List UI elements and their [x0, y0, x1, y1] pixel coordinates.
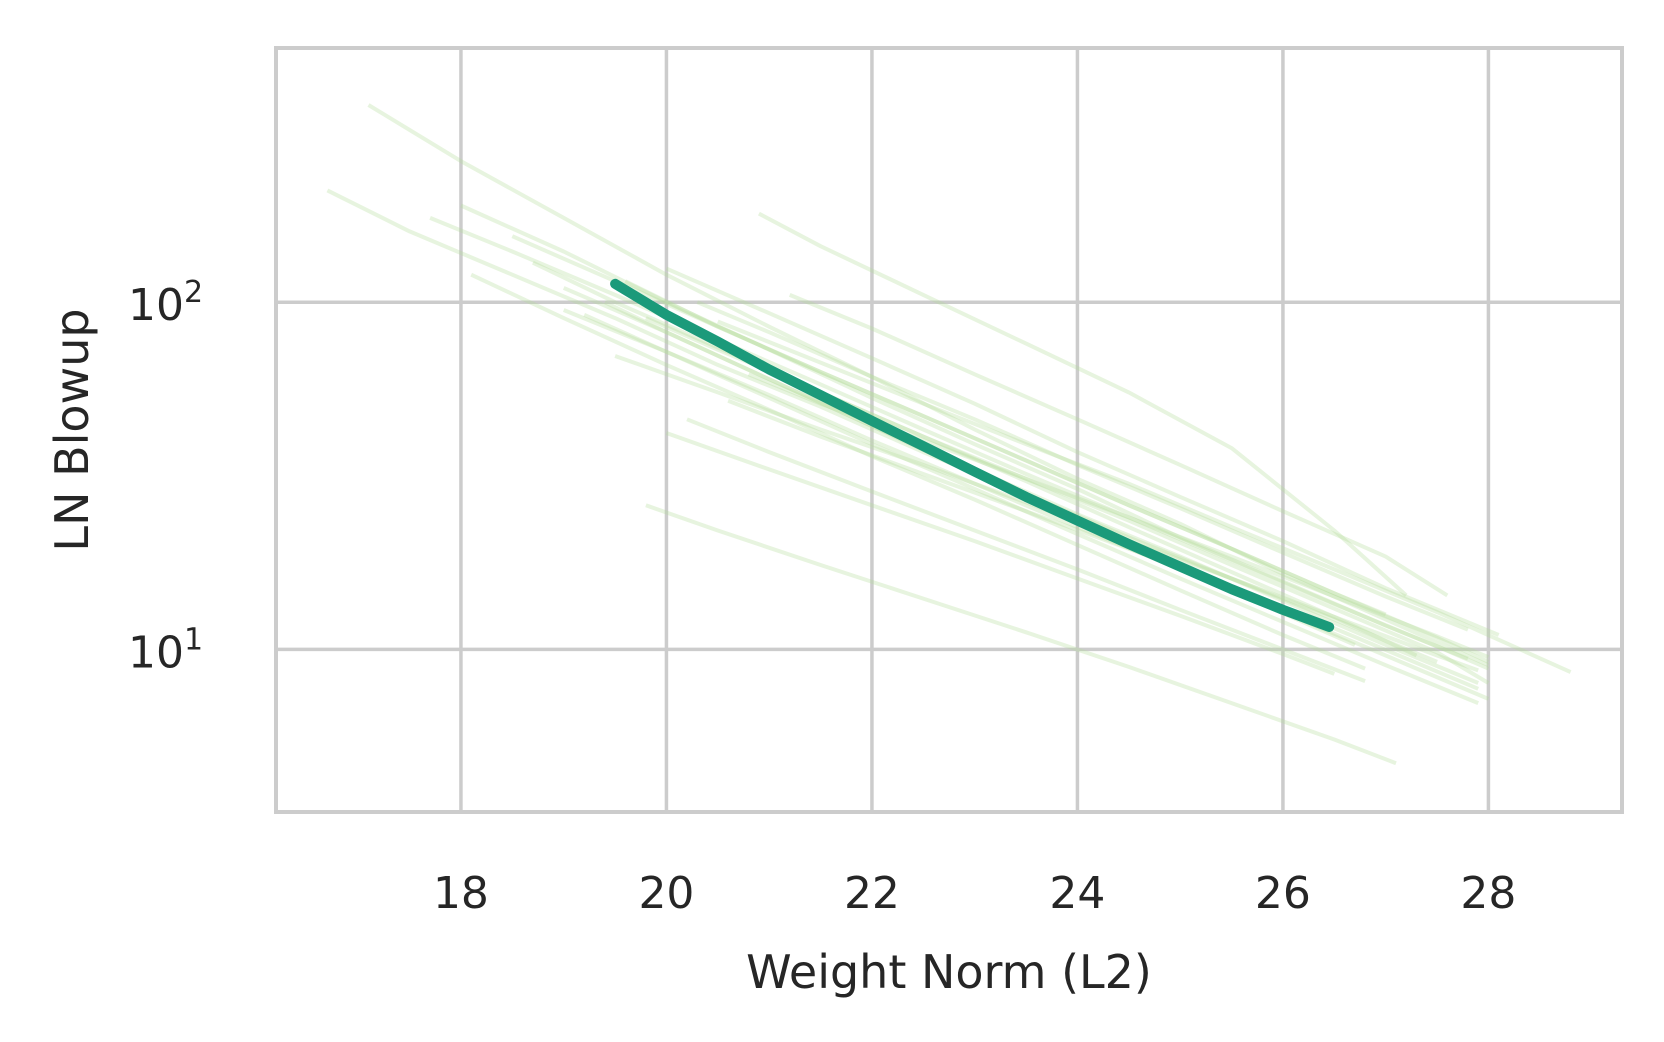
x-tick-label: 28	[1460, 868, 1516, 919]
background-run-line	[645, 503, 1397, 766]
background-run-line	[788, 293, 1449, 598]
background-run-line	[624, 279, 1387, 617]
background-run-line	[470, 272, 1366, 671]
plot-frame	[274, 46, 1624, 814]
background-run-line	[665, 431, 1336, 676]
background-runs	[326, 103, 1572, 766]
grid	[276, 48, 1622, 812]
background-run-line	[367, 103, 1490, 668]
y-tick-labels: 101 102	[128, 275, 203, 678]
x-tick-label: 26	[1255, 868, 1311, 919]
y-tick-label: 102	[128, 275, 203, 331]
background-run-line	[696, 300, 1469, 632]
background-run-line	[757, 211, 1408, 597]
background-run-line	[460, 203, 1469, 661]
background-run-line	[665, 266, 1500, 637]
background-run-line	[717, 319, 1572, 674]
x-tick-label: 22	[844, 868, 900, 919]
background-run-line	[429, 216, 1490, 671]
main-series-line	[610, 278, 1335, 632]
x-tick-label: 18	[433, 868, 489, 919]
x-tick-labels: 18 20 22 24 26 28	[433, 868, 1516, 919]
x-tick-label: 20	[638, 868, 694, 919]
background-run-line	[511, 234, 1490, 664]
background-run-line	[326, 188, 1438, 664]
x-tick-label: 24	[1049, 868, 1105, 919]
y-axis-title: LN Blowup	[45, 308, 99, 551]
background-run-line	[583, 312, 1490, 701]
main-series	[610, 278, 1335, 632]
y-tick-label: 101	[128, 622, 203, 678]
background-run-line	[532, 260, 1490, 685]
background-run-line	[562, 308, 1479, 705]
x-axis-title: Weight Norm (L2)	[746, 945, 1152, 999]
background-run-line	[686, 417, 1366, 683]
